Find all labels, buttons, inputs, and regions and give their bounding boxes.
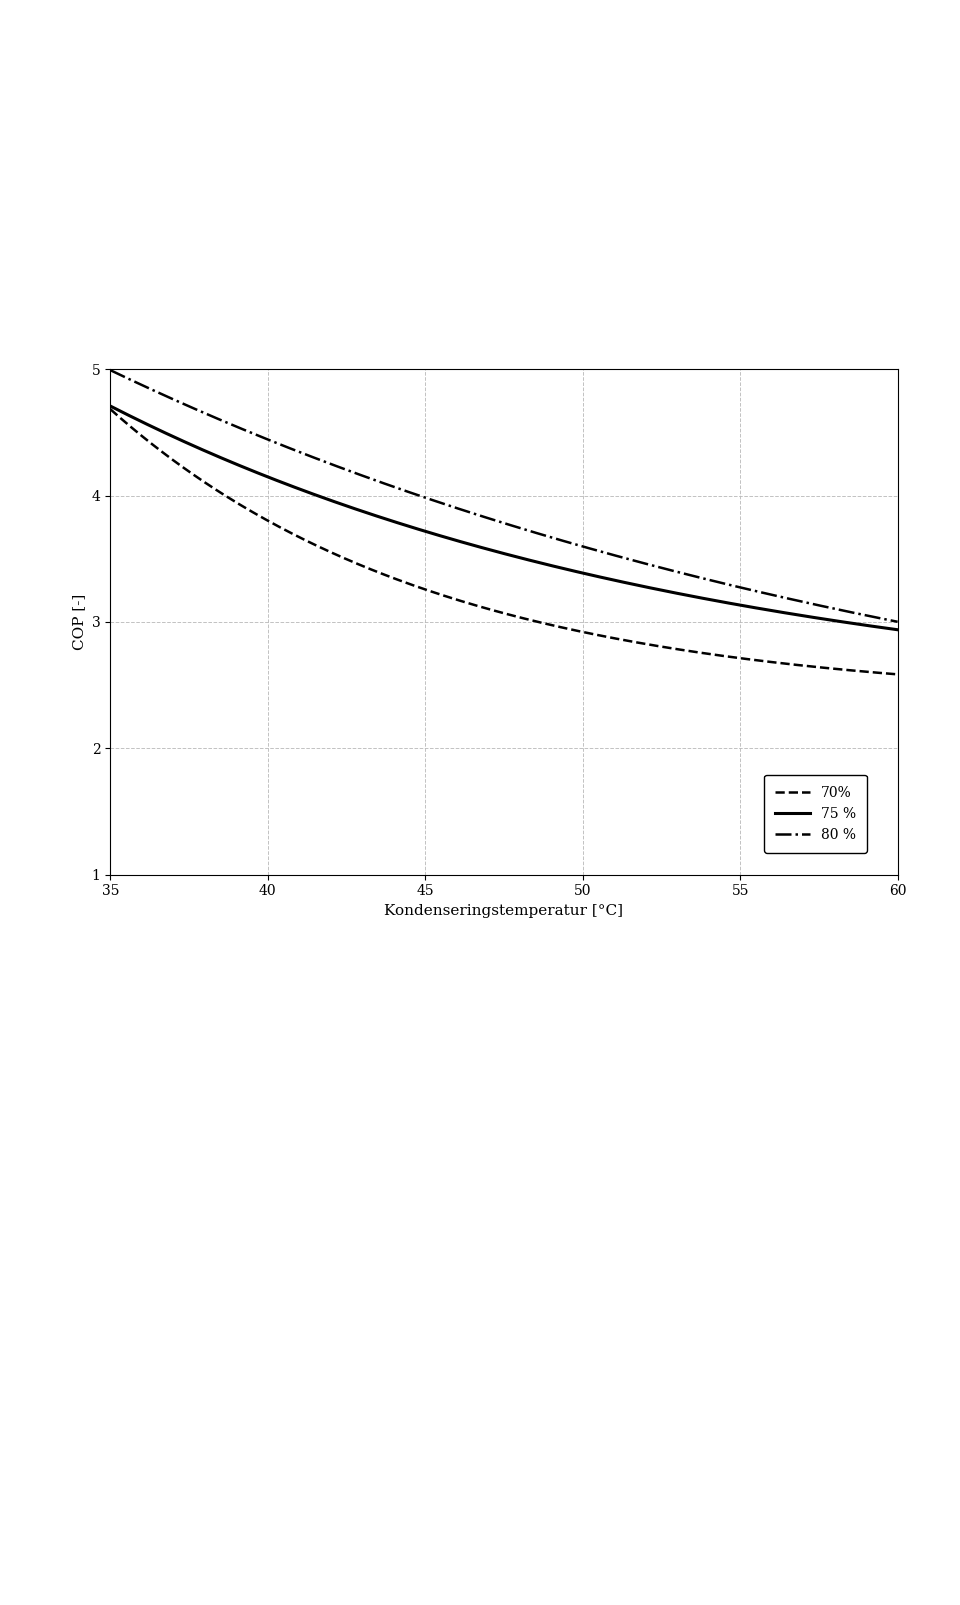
75 % [573, 563, 585, 583]
80 % [573, 536, 585, 555]
70% [573, 621, 585, 640]
80 % [105, 361, 116, 380]
75 % [105, 396, 116, 416]
Legend: 70%, 75 %, 80 %: 70%, 75 %, 80 % [764, 775, 867, 852]
70% [108, 401, 119, 421]
80 % [892, 612, 903, 631]
80 % [570, 534, 582, 554]
70% [105, 400, 116, 419]
70% [818, 658, 829, 677]
Y-axis label: COP [-]: COP [-] [72, 594, 86, 650]
75 % [892, 620, 903, 639]
75 % [818, 610, 829, 629]
80 % [768, 586, 780, 605]
Line: 80 %: 80 % [110, 371, 898, 621]
X-axis label: Kondenseringstemperatur [°C]: Kondenseringstemperatur [°C] [385, 904, 623, 918]
70% [768, 653, 780, 672]
70% [587, 624, 598, 644]
80 % [818, 597, 829, 616]
75 % [587, 565, 598, 584]
Line: 70%: 70% [110, 409, 898, 674]
70% [892, 664, 903, 684]
Line: 75 %: 75 % [110, 406, 898, 629]
75 % [768, 602, 780, 621]
80 % [108, 361, 119, 380]
80 % [587, 539, 598, 559]
75 % [570, 562, 582, 581]
70% [570, 621, 582, 640]
75 % [108, 398, 119, 417]
